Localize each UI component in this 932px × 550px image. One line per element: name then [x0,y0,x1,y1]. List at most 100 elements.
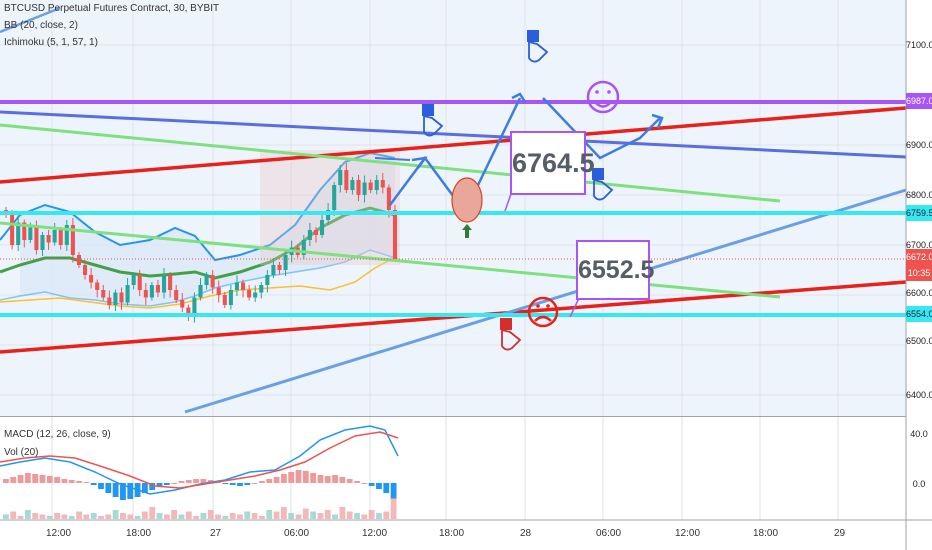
sad-face-icon [527,296,559,328]
macd-signal-line [0,431,399,489]
candle-body [222,295,227,305]
macd-histogram-bar [383,483,390,493]
macd-histogram-bar [259,481,265,483]
volume-bar [251,513,258,519]
arrow-head [651,113,664,129]
happy-face-icon [586,80,620,114]
time-tick: 29 [834,528,846,539]
macd-histogram-bar [332,475,338,483]
candle-body [76,255,81,265]
volume-bar [200,513,207,519]
volume-bar [24,510,31,519]
price-badge-purple: 6987.0 [906,93,932,109]
candle-body [149,285,154,298]
candle-body [338,170,343,185]
macd-histogram-bar [46,476,53,483]
macd-histogram-bar [127,483,134,499]
pane-separator[interactable] [0,416,906,417]
volume-bar [302,508,309,519]
volume-bar [112,510,119,519]
volume-bar [237,514,243,519]
volume-bar [98,516,104,519]
macd-histogram-bar [266,479,273,483]
macd-histogram-bar [310,473,317,483]
candle-body [186,307,191,315]
pointing-hand-icon [422,104,444,137]
price-tick: 6400.0 [906,390,932,400]
countdown-badge: 10:35 [906,265,932,281]
candle-body [241,282,246,290]
macd-histogram-bar [32,474,39,483]
volume-bar [76,511,82,519]
volume-bar [222,516,229,519]
volume-bar [68,516,75,519]
candle-body [58,230,63,245]
macd-histogram-bar [222,483,229,484]
candle-body [356,180,361,195]
volume-bar [163,514,170,519]
candle-body [271,265,276,275]
bb-upper-line [0,151,396,262]
time-tick: 06:00 [284,528,310,539]
pointing-hand-icon [527,30,549,63]
candle-body [204,275,209,285]
macd-histogram-bar [273,477,280,483]
candle-body [362,182,367,195]
candle-body [247,290,252,298]
volume-bar [3,514,9,519]
candle-body [174,290,179,300]
macd-histogram-bar [390,483,397,499]
volume-bar [54,513,61,519]
bb-indicator-label[interactable]: BB (20, close, 2) [4,20,78,31]
candle-body [259,285,264,293]
volume-bar [61,514,68,519]
volume-bar [185,511,192,519]
bb-fill [20,153,395,306]
volume-bar [229,513,236,519]
volume-bar [295,514,302,519]
candle-body [28,227,33,240]
macd-histogram-bar [229,483,236,485]
time-axis[interactable]: 12:00 18:00 27 06:00 12:00 18:00 28 06:0… [0,520,906,550]
macd-histogram-bar [193,479,199,483]
vol-indicator-label[interactable]: Vol (20) [4,447,39,458]
candle-body [253,292,258,298]
blue-support-diagonal [184,188,907,414]
candle-body [301,240,306,255]
macd-histogram-bar [361,483,368,484]
candle-body [265,275,270,285]
macd-histogram-bar [376,483,382,489]
macd-histogram-bar [112,483,119,497]
volume-bar [83,514,90,519]
candle-body [113,292,118,305]
macd-histogram-bar [10,477,17,483]
volume-bar [288,513,295,519]
projection-path-1 [388,97,522,215]
candle-body [101,290,106,298]
macd-histogram-bar [54,477,61,483]
volume-bar [280,507,287,519]
macd-histogram-bar [317,475,324,483]
price-tick: 6500.0 [906,336,932,346]
volume-bar [17,516,24,519]
macd-histogram-bar [141,483,148,493]
candle-body [320,220,325,235]
time-tick: 28 [520,528,532,539]
volume-bar [339,507,346,519]
time-tick: 06:00 [596,528,622,539]
volume-bar [120,513,126,519]
happy-face-eye [595,90,599,94]
macd-histogram-bar [237,483,243,486]
red-marker-balloon [451,177,483,223]
time-tick: 27 [210,528,222,539]
macd-histogram-bar [83,482,90,483]
macd-indicator-label[interactable]: MACD (12, 26, close, 9) [4,429,111,440]
macd-histogram-bar [156,483,163,487]
candle-body [119,292,124,303]
sad-face-eye [546,304,550,308]
ichimoku-indicator-label[interactable]: Ichimoku (5, 1, 57, 1) [4,37,98,48]
candle-body [34,227,39,250]
candle-body [307,230,312,240]
macd-axis-tick: 0.0 [912,479,926,489]
